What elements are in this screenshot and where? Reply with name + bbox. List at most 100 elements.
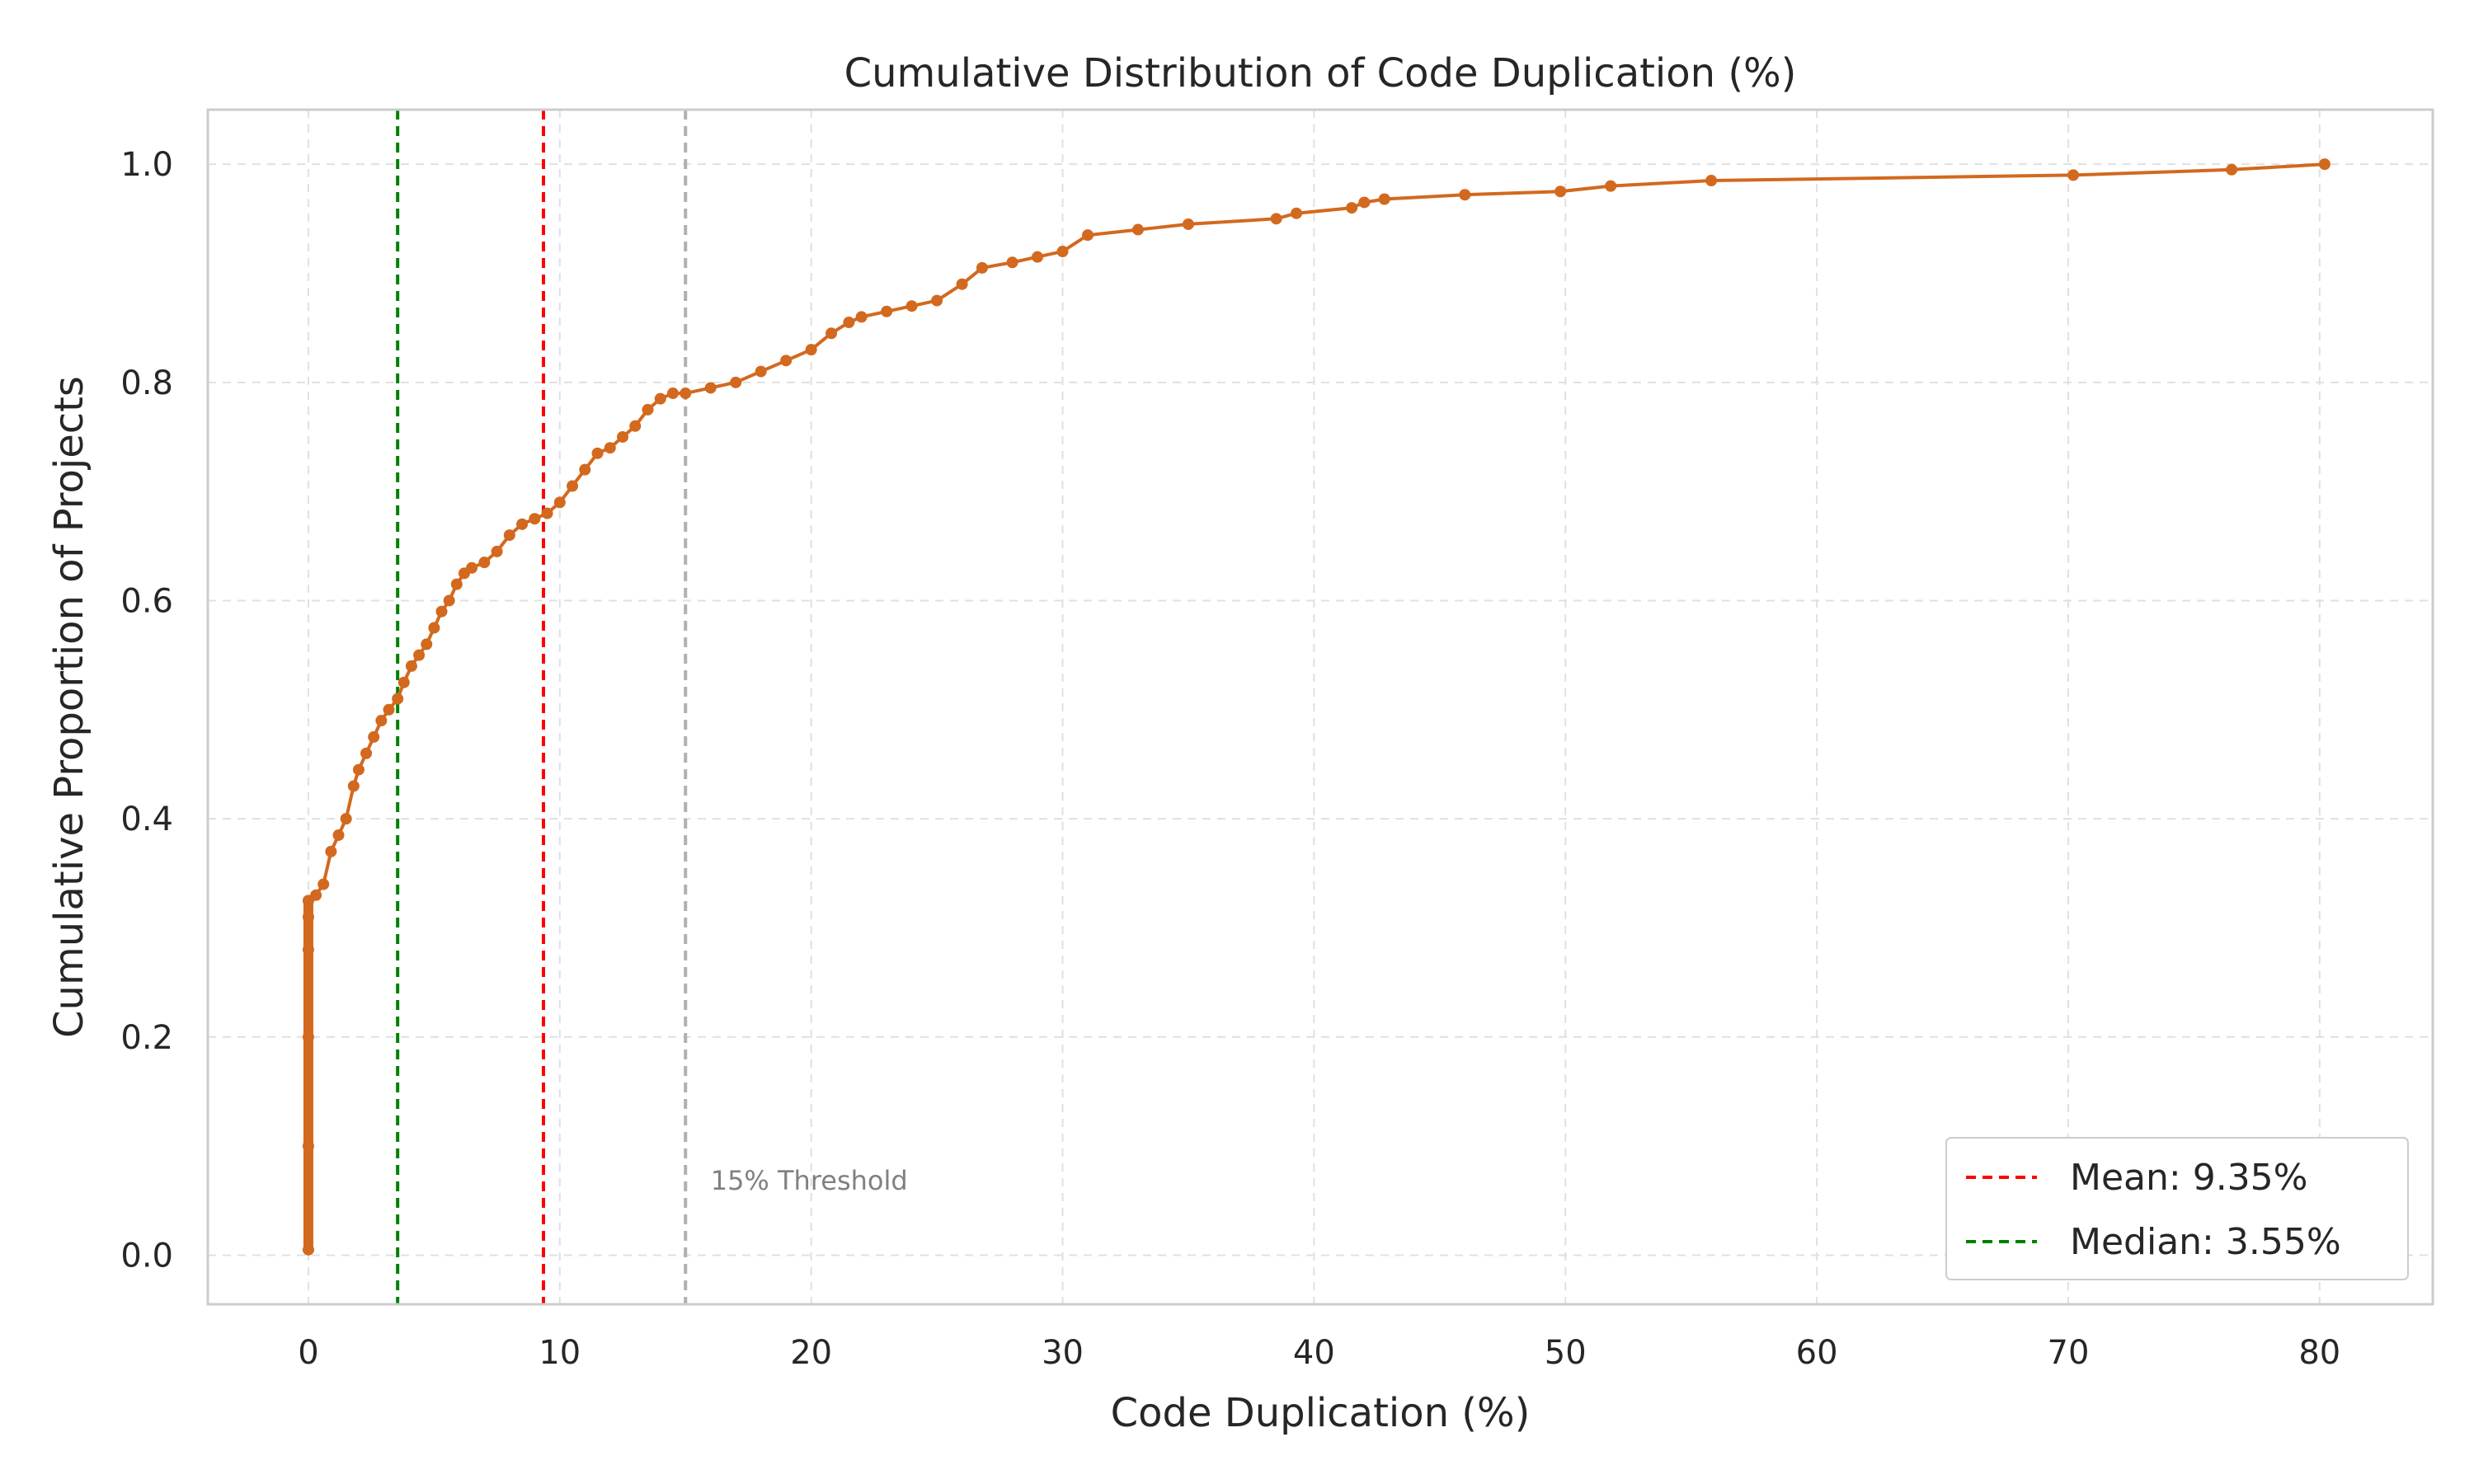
cdf-point xyxy=(516,518,529,530)
cdf-point xyxy=(905,300,918,312)
cdf-point xyxy=(1291,207,1303,219)
cdf-point xyxy=(421,638,433,650)
cdf-point xyxy=(1358,196,1371,209)
cdf-point xyxy=(604,442,616,454)
grid xyxy=(208,110,2433,1304)
x-tick-label: 60 xyxy=(1796,1334,1838,1372)
cdf-point xyxy=(704,382,717,394)
cdf-point xyxy=(541,507,553,519)
cdf-point xyxy=(428,622,440,634)
cdf-point xyxy=(579,463,591,476)
y-tick-label: 0.8 xyxy=(120,364,173,402)
cdf-point xyxy=(450,578,463,590)
cdf-point xyxy=(529,513,541,525)
x-tick-label: 0 xyxy=(298,1334,318,1372)
cdf-point xyxy=(553,496,566,509)
series xyxy=(302,158,2331,1256)
cdf-point xyxy=(1032,251,1044,263)
cdf-point xyxy=(340,813,352,825)
y-tick-label: 0.0 xyxy=(120,1237,173,1275)
cdf-point xyxy=(591,447,604,459)
cdf-point xyxy=(302,1243,314,1256)
legend-box xyxy=(1945,1137,2409,1280)
cdf-point xyxy=(805,344,817,356)
x-tick-label: 70 xyxy=(2048,1334,2090,1372)
cdf-point xyxy=(1182,218,1194,230)
x-axis-label: Code Duplication (%) xyxy=(1111,1390,1531,1436)
cdf-point xyxy=(392,693,404,705)
cdf-point xyxy=(302,943,314,956)
cdf-point xyxy=(325,845,337,857)
cdf-point xyxy=(976,261,988,274)
cdf-point xyxy=(1554,186,1567,198)
y-tick-label: 0.2 xyxy=(120,1019,173,1057)
cdf-point xyxy=(1346,202,1358,214)
cdf-point xyxy=(956,278,968,290)
y-axis-ticks: 0.0 0.2 0.4 0.6 0.8 1.0 xyxy=(120,146,173,1275)
legend-median-label: Median: 3.55% xyxy=(2070,1221,2341,1263)
cdf-point xyxy=(825,327,838,340)
cdf-point xyxy=(1605,180,1617,192)
cdf-point xyxy=(855,311,868,323)
legend: Mean: 9.35% Median: 3.55% xyxy=(1945,1137,2409,1280)
plot-frame xyxy=(206,108,2434,1306)
cdf-point xyxy=(302,1140,314,1153)
cdf-point xyxy=(491,545,503,557)
cdf-point xyxy=(629,420,642,432)
cdf-point xyxy=(383,703,395,716)
cdf-point xyxy=(755,365,767,378)
x-tick-label: 10 xyxy=(539,1334,581,1372)
cdf-point xyxy=(567,480,579,492)
cdf-point xyxy=(1131,223,1144,236)
x-tick-label: 80 xyxy=(2298,1334,2340,1372)
y-axis-label: Cumulative Proportion of Projects xyxy=(46,376,92,1038)
cdf-point xyxy=(413,649,426,661)
cdf-point xyxy=(317,878,330,890)
cdf-point xyxy=(368,730,380,743)
legend-mean-label: Mean: 9.35% xyxy=(2070,1157,2307,1199)
threshold-annotation: 15% Threshold xyxy=(711,1165,908,1196)
cdf-point xyxy=(642,403,654,416)
cdf-point xyxy=(375,715,388,727)
cdf-point xyxy=(780,355,793,367)
cdf-point xyxy=(1082,229,1094,242)
y-tick-label: 1.0 xyxy=(120,146,173,184)
cdf-point xyxy=(680,387,692,400)
cdf-point xyxy=(1378,193,1390,205)
cdf-point xyxy=(1056,246,1069,258)
cdf-point xyxy=(2318,158,2331,171)
x-tick-label: 30 xyxy=(1042,1334,1084,1372)
cdf-point xyxy=(1270,213,1282,225)
x-tick-label: 20 xyxy=(790,1334,832,1372)
x-tick-label: 50 xyxy=(1545,1334,1587,1372)
cdf-point xyxy=(332,829,345,841)
cdf-point xyxy=(1459,189,1471,201)
cdf-point xyxy=(352,763,365,776)
cdf-point xyxy=(1705,175,1718,187)
cdf-point xyxy=(478,556,491,569)
cdf-point xyxy=(931,294,943,307)
cdf-series-line xyxy=(306,162,2326,1250)
reference-lines xyxy=(396,110,688,1304)
cdf-point xyxy=(360,747,373,759)
cdf-point xyxy=(347,780,360,792)
x-tick-label: 40 xyxy=(1293,1334,1335,1372)
cdf-point xyxy=(435,605,448,618)
cdf-point xyxy=(1006,256,1018,269)
cdf-point xyxy=(654,392,666,405)
chart-title: Cumulative Distribution of Code Duplicat… xyxy=(844,50,1797,96)
cdf-point xyxy=(405,660,417,672)
cdf-point xyxy=(397,676,410,688)
cdf-point xyxy=(466,561,478,574)
cdf-point xyxy=(2226,163,2238,176)
cdf-point xyxy=(310,889,322,901)
cdf-point xyxy=(666,387,679,400)
cdf-point xyxy=(617,430,629,443)
cdf-point xyxy=(302,911,314,923)
cdf-point xyxy=(302,1031,314,1043)
y-tick-label: 0.6 xyxy=(120,582,173,620)
cdf-point xyxy=(843,317,855,329)
cdf-point xyxy=(443,594,455,607)
x-axis-ticks: 0 10 20 30 40 50 60 70 80 xyxy=(298,1334,2340,1372)
